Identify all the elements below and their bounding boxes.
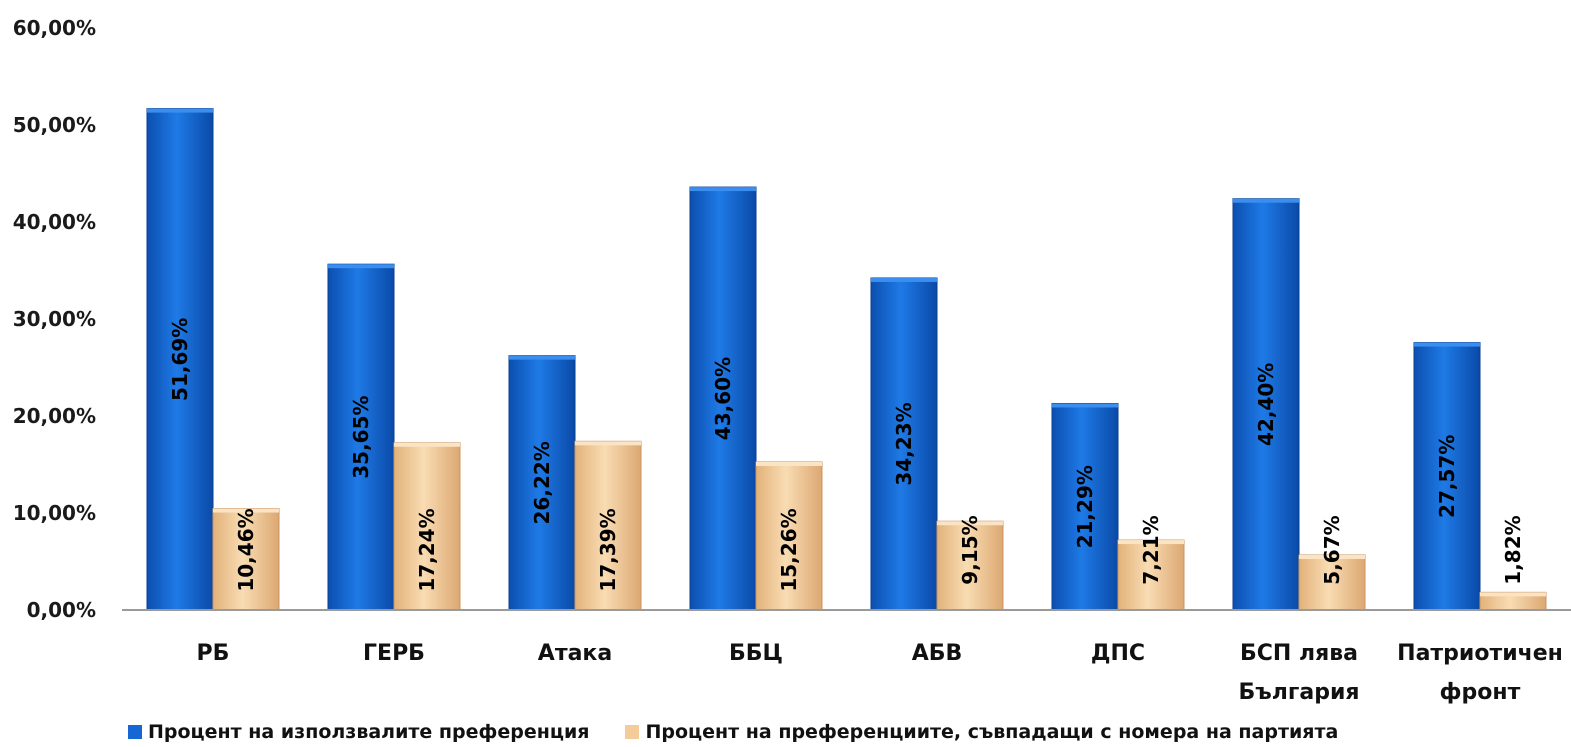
bar-top-face <box>690 187 756 192</box>
bar-top-face <box>328 264 394 269</box>
bar-used-preference <box>1413 342 1481 611</box>
bar-top-face <box>394 442 460 447</box>
x-tick-label: ГЕРБ <box>363 641 425 666</box>
data-label: 1,82% <box>1501 515 1525 584</box>
legend-item-matching-number: Процент на преференциите, съвпадащи с но… <box>625 721 1338 743</box>
bar-top-face <box>1118 540 1184 545</box>
bar-matching-number <box>1298 554 1366 611</box>
y-tick-label: 40,00% <box>13 210 96 234</box>
y-tick-label: 10,00% <box>13 501 96 525</box>
bar-top-face <box>213 508 279 513</box>
data-label: 51,69% <box>168 318 192 401</box>
y-tick-label: 50,00% <box>13 113 96 137</box>
bar-top-face <box>1052 403 1118 408</box>
bars: 51,69% 10,46% 35,65% 17,24% 26,22% 17,39% 43,6… <box>146 108 1547 611</box>
data-label: 21,29% <box>1073 465 1097 548</box>
x-tick-label: Атака <box>538 641 612 666</box>
bar-top-face <box>756 461 822 466</box>
bar-used-preference <box>1051 402 1119 611</box>
y-tick-label: 0,00% <box>27 598 96 622</box>
y-tick-label: 30,00% <box>13 307 96 331</box>
y-tick-label: 60,00% <box>13 16 96 40</box>
bar-matching-number <box>755 461 823 611</box>
x-axis: РБ ГЕРБ Атака ББЦ АБВ ДПС БСП лява България Патр… <box>122 609 1571 705</box>
legend-item-used-preference: Процент на използвалите преференция <box>128 721 589 743</box>
bar-used-preference <box>146 108 214 611</box>
bar-used-preference <box>1232 198 1300 611</box>
x-tick-label: АБВ <box>912 641 963 666</box>
x-tick-label: Патриотичен фронт <box>1397 641 1563 705</box>
y-axis: 0,00% 10,00% 20,00% 30,00% 40,00% 50,00% 60,00… <box>13 16 96 622</box>
bar-top-face <box>871 277 937 282</box>
legend-swatch-peach <box>625 725 640 739</box>
x-tick-label: ББЦ <box>729 641 783 666</box>
data-label: 9,15% <box>958 515 982 584</box>
data-label: 27,57% <box>1435 435 1459 518</box>
bar-matching-number <box>936 520 1004 611</box>
bar-matching-number <box>1117 539 1185 611</box>
legend: Процент на използвалите преференция Проц… <box>128 718 1338 746</box>
bar-matching-number <box>212 508 280 611</box>
bar-top-face <box>1480 592 1546 597</box>
data-label: 17,24% <box>415 508 439 591</box>
data-label: 42,40% <box>1254 363 1278 446</box>
data-label: 7,21% <box>1139 515 1163 584</box>
y-tick-label: 20,00% <box>13 404 96 428</box>
bar-top-face <box>1414 342 1480 347</box>
bar-top-face <box>937 521 1003 526</box>
data-label: 26,22% <box>530 441 554 524</box>
legend-label-matching-number: Процент на преференциите, съвпадащи с но… <box>645 721 1339 743</box>
x-tick-label: БСП лява България <box>1238 641 1359 705</box>
bar-top-face <box>575 441 641 446</box>
data-label: 10,46% <box>234 508 258 591</box>
data-label: 5,67% <box>1320 515 1344 584</box>
data-label: 15,26% <box>777 508 801 591</box>
data-label: 17,39% <box>596 508 620 591</box>
legend-swatch-blue <box>128 725 142 739</box>
bar-top-face <box>1233 198 1299 203</box>
bar-top-face <box>509 355 575 360</box>
data-label: 34,23% <box>892 402 916 485</box>
data-label: 35,65% <box>349 395 373 478</box>
x-tick-label: РБ <box>197 641 230 666</box>
data-label: 43,60% <box>711 357 735 440</box>
legend-label-used-preference: Процент на използвалите преференция <box>148 721 590 743</box>
bar-top-face <box>147 108 213 113</box>
bar-top-face <box>1299 555 1365 560</box>
bar-used-preference <box>327 263 395 611</box>
x-tick-label: ДПС <box>1091 641 1145 666</box>
